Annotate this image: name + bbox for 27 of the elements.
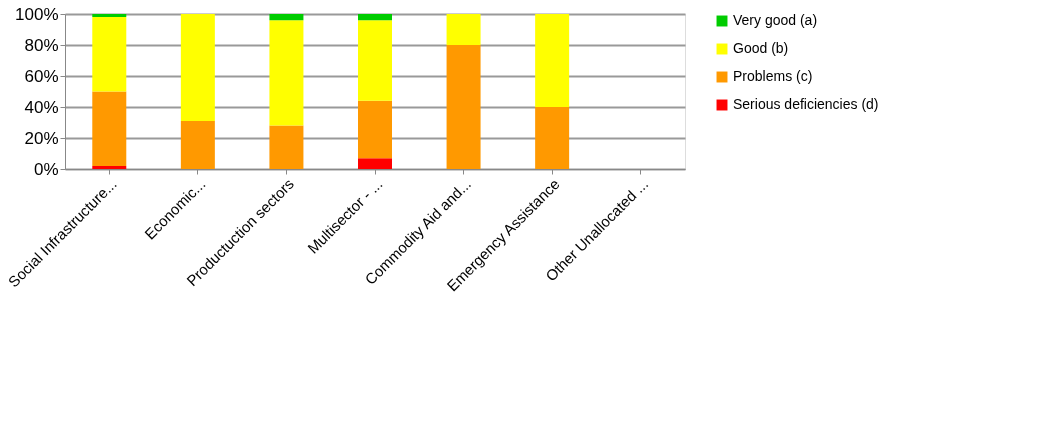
y-tick-label: 0% — [33, 159, 59, 179]
bar — [446, 14, 481, 45]
bar — [358, 100, 392, 159]
bar — [358, 20, 392, 101]
legend-label: Serious deficiencies (d) — [733, 96, 879, 112]
bar — [535, 107, 570, 169]
bar — [358, 14, 392, 21]
bar — [269, 125, 304, 169]
bar — [92, 17, 127, 92]
bar — [180, 14, 215, 121]
y-tick-label: 20% — [24, 128, 59, 148]
bar — [535, 14, 570, 107]
bar — [446, 45, 481, 169]
y-tick-label: 100% — [15, 4, 59, 24]
bar — [269, 14, 304, 21]
bar — [92, 165, 127, 169]
y-tick-label: 80% — [24, 35, 59, 55]
bar — [180, 120, 215, 169]
bar — [269, 20, 304, 126]
legend-label: Very good (a) — [733, 12, 818, 28]
bar — [358, 158, 392, 169]
y-tick-label: 60% — [24, 66, 59, 86]
bar — [92, 14, 127, 18]
bar — [92, 91, 127, 166]
legend-label: Problems (c) — [733, 68, 813, 84]
legend-label: Good (b) — [733, 40, 789, 56]
y-tick-label: 40% — [24, 97, 59, 117]
